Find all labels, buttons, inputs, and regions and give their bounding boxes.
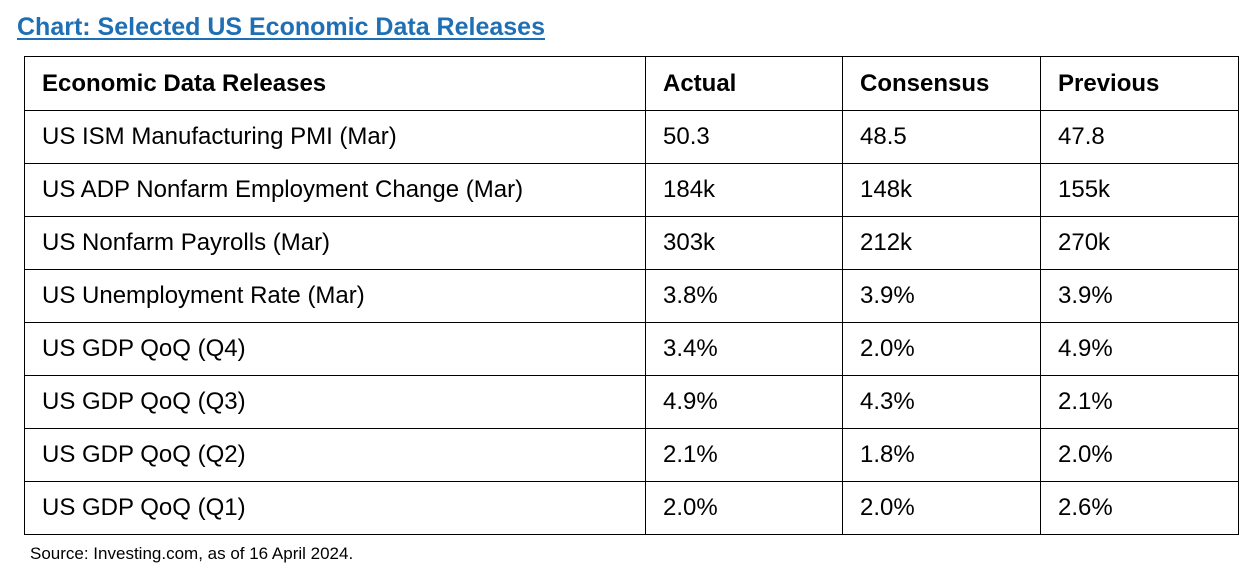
consensus-cell: 1.8% <box>842 428 1041 482</box>
header-previous: Previous <box>1040 56 1239 111</box>
release-name-cell: US Nonfarm Payrolls (Mar) <box>24 216 646 270</box>
previous-cell: 2.6% <box>1040 481 1239 535</box>
table-row: US ADP Nonfarm Employment Change (Mar) 1… <box>24 163 1239 217</box>
economic-data-table: Economic Data Releases Actual Consensus … <box>24 56 1239 535</box>
previous-cell: 4.9% <box>1040 322 1239 376</box>
actual-cell: 2.0% <box>645 481 843 535</box>
table-row: US GDP QoQ (Q1) 2.0% 2.0% 2.6% <box>24 481 1239 535</box>
consensus-cell: 212k <box>842 216 1041 270</box>
release-name-cell: US ADP Nonfarm Employment Change (Mar) <box>24 163 646 217</box>
table-header-row: Economic Data Releases Actual Consensus … <box>24 56 1239 111</box>
table-row: US Unemployment Rate (Mar) 3.8% 3.9% 3.9… <box>24 269 1239 323</box>
header-actual: Actual <box>645 56 843 111</box>
previous-cell: 47.8 <box>1040 110 1239 164</box>
previous-cell: 3.9% <box>1040 269 1239 323</box>
previous-cell: 2.0% <box>1040 428 1239 482</box>
table-row: US GDP QoQ (Q2) 2.1% 1.8% 2.0% <box>24 428 1239 482</box>
chart-title: Chart: Selected US Economic Data Release… <box>17 13 545 41</box>
table-row: US ISM Manufacturing PMI (Mar) 50.3 48.5… <box>24 110 1239 164</box>
actual-cell: 2.1% <box>645 428 843 482</box>
release-name-cell: US GDP QoQ (Q2) <box>24 428 646 482</box>
release-name-cell: US Unemployment Rate (Mar) <box>24 269 646 323</box>
consensus-cell: 48.5 <box>842 110 1041 164</box>
source-note: Source: Investing.com, as of 16 April 20… <box>30 544 354 563</box>
actual-cell: 3.8% <box>645 269 843 323</box>
actual-cell: 4.9% <box>645 375 843 429</box>
previous-cell: 155k <box>1040 163 1239 217</box>
actual-cell: 303k <box>645 216 843 270</box>
release-name-cell: US GDP QoQ (Q4) <box>24 322 646 376</box>
release-name-cell: US GDP QoQ (Q3) <box>24 375 646 429</box>
header-release: Economic Data Releases <box>24 56 646 111</box>
consensus-cell: 148k <box>842 163 1041 217</box>
consensus-cell: 3.9% <box>842 269 1041 323</box>
table-row: US GDP QoQ (Q3) 4.9% 4.3% 2.1% <box>24 375 1239 429</box>
table-row: US Nonfarm Payrolls (Mar) 303k 212k 270k <box>24 216 1239 270</box>
consensus-cell: 4.3% <box>842 375 1041 429</box>
header-consensus: Consensus <box>842 56 1041 111</box>
actual-cell: 3.4% <box>645 322 843 376</box>
actual-cell: 50.3 <box>645 110 843 164</box>
actual-cell: 184k <box>645 163 843 217</box>
consensus-cell: 2.0% <box>842 322 1041 376</box>
previous-cell: 2.1% <box>1040 375 1239 429</box>
release-name-cell: US GDP QoQ (Q1) <box>24 481 646 535</box>
consensus-cell: 2.0% <box>842 481 1041 535</box>
release-name-cell: US ISM Manufacturing PMI (Mar) <box>24 110 646 164</box>
previous-cell: 270k <box>1040 216 1239 270</box>
table-row: US GDP QoQ (Q4) 3.4% 2.0% 4.9% <box>24 322 1239 376</box>
